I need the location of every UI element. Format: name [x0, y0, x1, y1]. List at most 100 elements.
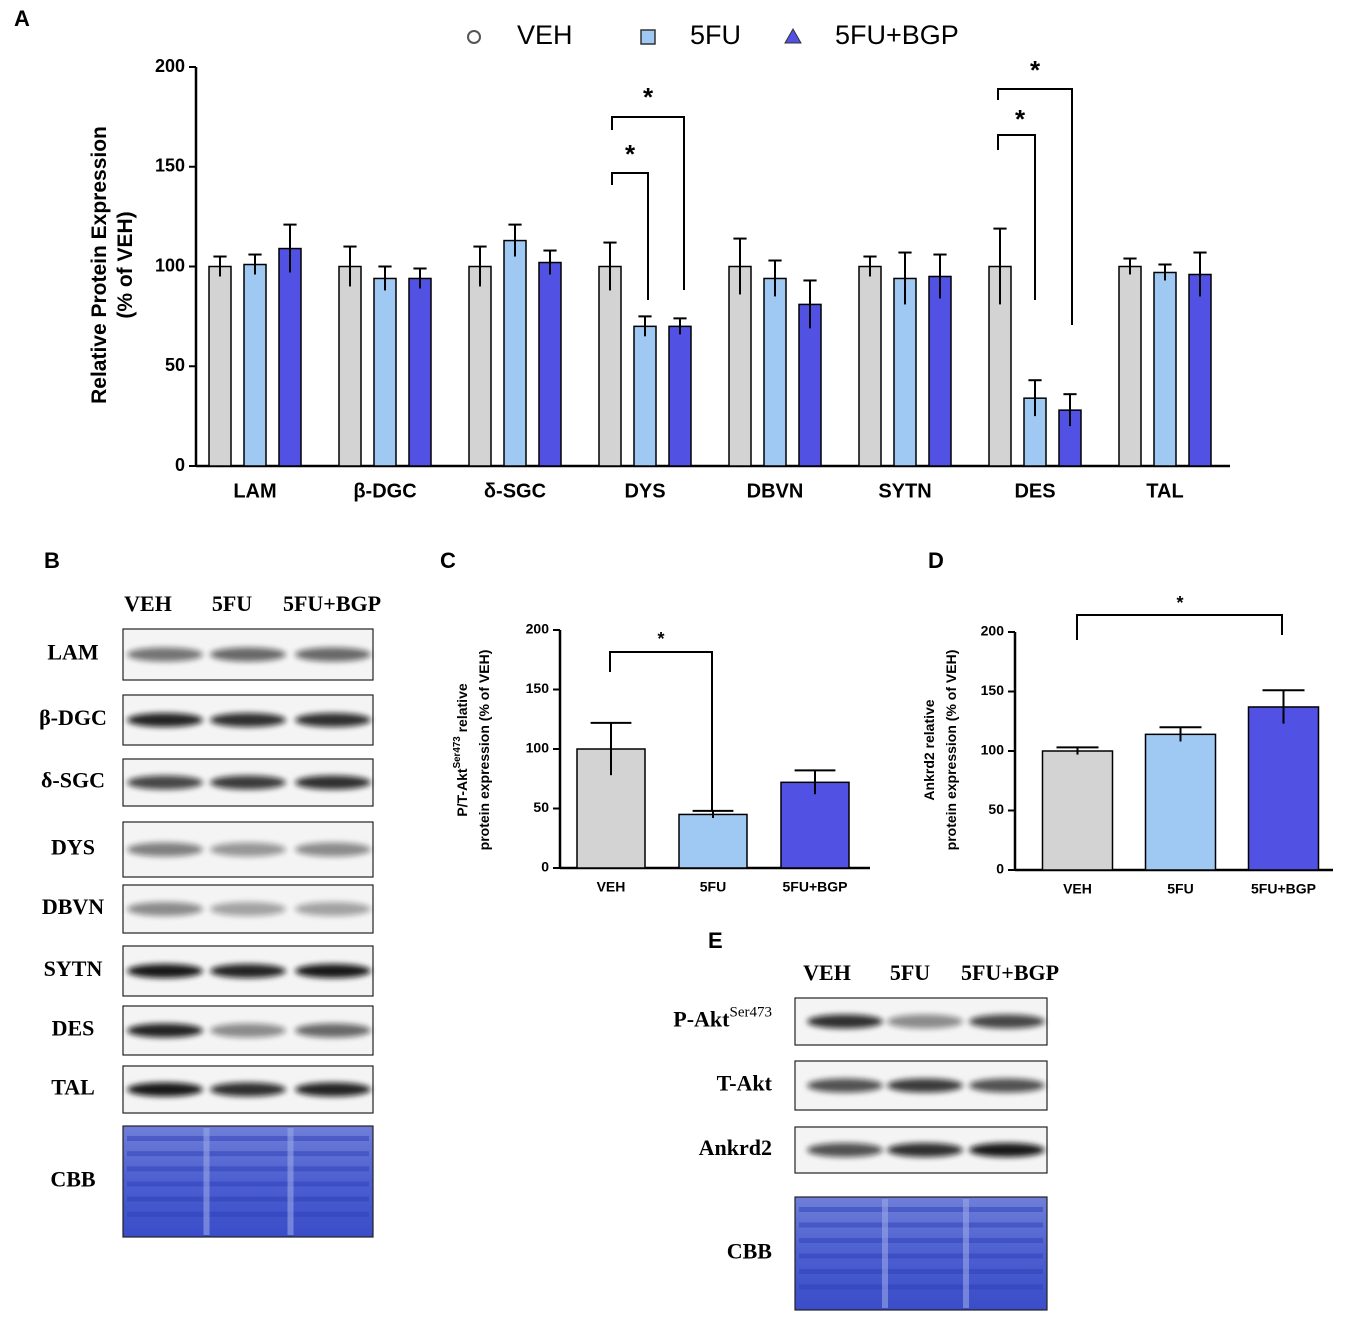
blot-row-label: T-Akt [717, 1071, 773, 1096]
panel-label: C [440, 548, 456, 573]
panel-label: E [708, 928, 723, 953]
gel-band [799, 1269, 1043, 1274]
y-tick-label: 0 [541, 859, 549, 875]
protein-band [969, 1014, 1045, 1029]
blot-row-label: Ankrd2 [699, 1135, 772, 1160]
blot-row-label-part: SYTN [44, 956, 103, 981]
y-tick-label: 0 [175, 455, 185, 475]
significance-bracket [611, 172, 649, 300]
y-axis-label-part: relative [454, 683, 470, 736]
y-axis-label-part: Ser473 [452, 736, 463, 769]
blot-row-label: TAL [51, 1075, 95, 1100]
bar [408, 277, 432, 467]
bar [893, 277, 917, 467]
blot-row-label-part: Ser473 [730, 1005, 773, 1021]
blot-row-label-part: DES [52, 1016, 95, 1041]
bar [798, 303, 822, 467]
significance-label: * [657, 629, 664, 649]
gel-band [127, 1196, 369, 1202]
x-tick-label: TAL [1146, 480, 1183, 502]
x-tick-label: SYTN [878, 480, 931, 502]
bar [1118, 265, 1142, 467]
gel-band [799, 1284, 1043, 1290]
protein-band [807, 1014, 883, 1029]
protein-band [807, 1078, 883, 1093]
bar [678, 813, 748, 869]
protein-band [295, 964, 371, 978]
protein-band [295, 713, 371, 727]
blot-row-label-part: CBB [50, 1167, 96, 1192]
bar [1144, 733, 1217, 871]
legend-label: VEH [517, 20, 573, 50]
gel-band [127, 1181, 369, 1187]
protein-band [127, 1023, 203, 1038]
y-tick-label: 100 [981, 742, 1005, 758]
protein-band [127, 647, 203, 662]
blot-row-label: DBVN [42, 894, 104, 919]
x-tick-label: VEH [597, 879, 626, 895]
y-axis-label-part: P/T-Akt [454, 768, 470, 817]
gel-band [799, 1253, 1043, 1259]
bar [243, 263, 267, 467]
lane-gap [963, 1199, 969, 1308]
gel-band [127, 1136, 369, 1141]
blot-row-label: δ-SGC [41, 768, 105, 793]
lane-gap [882, 1199, 888, 1308]
lane-label: VEH [124, 591, 172, 616]
bar [668, 325, 692, 467]
protein-band [295, 647, 371, 662]
y-axis-label: Relative Protein Expression (% of VEH) [88, 126, 137, 404]
legend-marker [467, 30, 481, 44]
bar [503, 239, 527, 467]
panel-label: A [14, 6, 30, 31]
y-tick-label: 100 [155, 255, 185, 275]
gel-band [127, 1166, 369, 1172]
bar [338, 265, 362, 467]
significance-label: * [1030, 55, 1041, 85]
gel-band [799, 1238, 1043, 1243]
blot-row-label-part: LAM [47, 640, 99, 665]
gel-band [127, 1211, 369, 1217]
blot-row-label: CBB [50, 1167, 96, 1192]
x-tick-label: LAM [233, 480, 276, 502]
bar [1188, 273, 1212, 467]
bar [728, 265, 752, 467]
y-axis-label-part: protein expression (% of VEH) [476, 650, 492, 851]
legend-marker [640, 29, 656, 45]
y-tick-label: 0 [996, 861, 1004, 877]
blot-row-label-part: β-DGC [39, 705, 107, 730]
protein-band [295, 1082, 371, 1097]
protein-band [127, 964, 203, 978]
y-axis-label-part: (% of VEH) [114, 211, 137, 318]
significance-bracket [1076, 614, 1283, 640]
blot-row-label-part: CBB [727, 1239, 773, 1264]
protein-band [887, 1014, 963, 1029]
y-tick-label: 200 [526, 621, 550, 637]
panel-label: D [928, 548, 944, 573]
bar [633, 325, 657, 467]
significance-label: * [625, 139, 636, 169]
protein-band [969, 1078, 1045, 1093]
blot-row-label-part: δ-SGC [41, 768, 105, 793]
lane-label: 5FU [890, 960, 930, 985]
x-tick-label: DBVN [747, 480, 804, 502]
significance-bracket [611, 116, 685, 290]
blot-row-label: SYTN [44, 956, 103, 981]
protein-band [127, 842, 203, 857]
significance-bracket [997, 134, 1036, 300]
bar [538, 261, 562, 467]
protein-band [210, 775, 286, 790]
significance-label: * [1015, 104, 1026, 134]
protein-band [127, 902, 203, 916]
x-tick-label: 5FU [1167, 881, 1193, 897]
legend-label: 5FU+BGP [835, 20, 959, 50]
blot-row-label-part: P-Akt [673, 1007, 730, 1032]
gel-band [127, 1151, 369, 1157]
blot-row-label: β-DGC [39, 705, 107, 730]
protein-band [210, 1023, 286, 1038]
y-tick-label: 50 [533, 799, 549, 815]
y-tick-label: 50 [165, 355, 185, 375]
blot-row-label: P-AktSer473 [673, 1005, 772, 1032]
y-tick-label: 200 [981, 623, 1005, 639]
bar [763, 277, 787, 467]
